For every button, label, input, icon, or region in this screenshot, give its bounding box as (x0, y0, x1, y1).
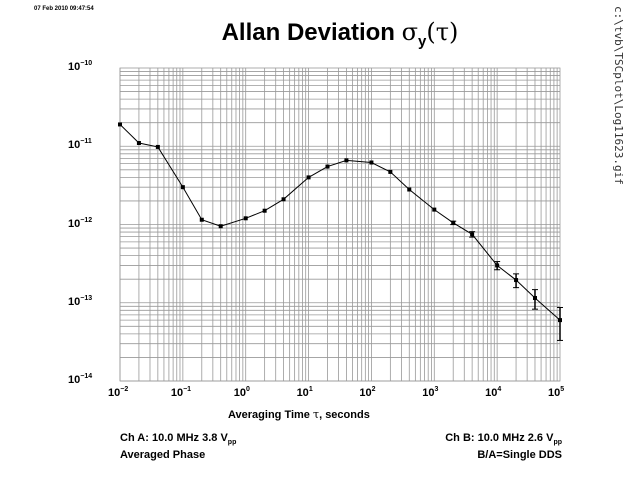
y-tick-label: 10−10 (68, 60, 93, 73)
y-tick-label: 10−11 (68, 138, 92, 152)
footer-channel-a: Ch A: 10.0 MHz 3.8 Vpp Averaged Phase (120, 432, 237, 462)
x-tick-label: 105 (548, 386, 565, 399)
y-tick-label: 10−12 (68, 216, 93, 230)
x-tick-label: 10−1 (170, 386, 192, 399)
chart-title: Allan Deviation σy(τ) (221, 18, 459, 50)
x-axis-title: Averaging Time τ, seconds (228, 408, 370, 421)
timestamp: 07 Feb 2010 09:47:54 (34, 6, 94, 12)
x-tick-label: 104 (485, 386, 502, 399)
footer-channel-b: Ch B: 10.0 MHz 2.6 Vpp B/A=Single DDS (445, 432, 562, 462)
x-tick-label: 102 (359, 386, 376, 399)
x-tick-label: 101 (296, 386, 313, 399)
x-tick-label: 100 (233, 386, 250, 399)
x-tick-label: 10−2 (108, 386, 129, 399)
file-path-label: c:\tvb\TSCplot\Log11623.gif (612, 6, 625, 185)
x-tick-label: 103 (422, 386, 439, 399)
y-tick-label: 10−13 (68, 294, 93, 308)
y-tick-label: 10−14 (68, 373, 93, 386)
